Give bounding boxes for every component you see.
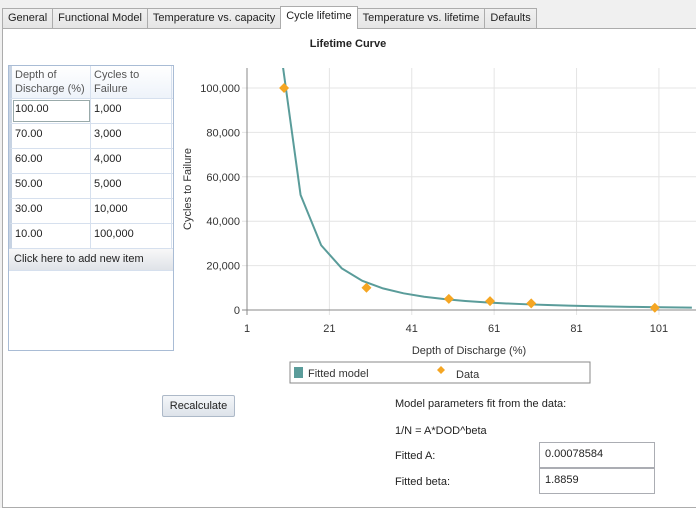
tab-bar: General Functional Model Temperature vs.… bbox=[2, 6, 537, 29]
chart-title: Lifetime Curve bbox=[309, 38, 387, 50]
y-tick-label: 0 bbox=[234, 305, 240, 317]
y-tick-label: 80,000 bbox=[206, 127, 240, 139]
data-point bbox=[649, 302, 660, 313]
grid-header: Depth of Discharge (%) Cycles to Failure bbox=[9, 66, 173, 99]
add-new-item-row[interactable]: Click here to add new item bbox=[9, 249, 173, 271]
dod-cell[interactable]: 50.00 bbox=[12, 174, 91, 198]
dod-cell[interactable]: 10.00 bbox=[12, 224, 91, 248]
data-point bbox=[279, 82, 290, 93]
legend-data-diamond-icon bbox=[437, 366, 445, 374]
cycles-cell[interactable]: 3,000 bbox=[91, 124, 172, 148]
data-grid: Depth of Discharge (%) Cycles to Failure… bbox=[8, 65, 174, 351]
x-tick-label: 1 bbox=[244, 323, 250, 335]
recalculate-button[interactable]: Recalculate bbox=[162, 395, 235, 417]
fitted-model-line bbox=[282, 68, 692, 309]
column-header-cycles[interactable]: Cycles to Failure bbox=[91, 66, 172, 98]
x-tick-label: 21 bbox=[323, 323, 335, 335]
dod-cell[interactable]: 100.00 bbox=[12, 99, 91, 123]
cycles-cell[interactable]: 100,000 bbox=[91, 224, 172, 248]
dod-cell[interactable]: 60.00 bbox=[12, 149, 91, 173]
x-tick-label: 101 bbox=[650, 323, 668, 335]
fitted-beta-label: Fitted beta: bbox=[395, 476, 451, 488]
fitted-beta-field[interactable]: 1.8859 bbox=[539, 468, 655, 494]
x-tick-label: 41 bbox=[406, 323, 418, 335]
data-point bbox=[443, 293, 454, 304]
tab-temperature-vs-capacity[interactable]: Temperature vs. capacity bbox=[146, 8, 281, 29]
model-equation: 1/N = A*DOD^beta bbox=[395, 425, 487, 437]
y-axis-label: Cycles to Failure bbox=[182, 148, 194, 230]
y-tick-label: 20,000 bbox=[206, 261, 240, 273]
tab-temperature-vs-lifetime[interactable]: Temperature vs. lifetime bbox=[357, 8, 485, 29]
y-tick-label: 100,000 bbox=[200, 83, 240, 95]
cycles-cell[interactable]: 1,000 bbox=[91, 99, 172, 123]
table-row[interactable]: 70.00 3,000 bbox=[9, 124, 173, 149]
tab-cycle-lifetime[interactable]: Cycle lifetime bbox=[280, 6, 358, 29]
dod-cell[interactable]: 70.00 bbox=[12, 124, 91, 148]
column-header-dod[interactable]: Depth of Discharge (%) bbox=[12, 66, 91, 98]
table-row[interactable]: 50.00 5,000 bbox=[9, 174, 173, 199]
table-row[interactable]: 60.00 4,000 bbox=[9, 149, 173, 174]
y-tick-label: 40,000 bbox=[206, 216, 240, 228]
fitted-a-label: Fitted A: bbox=[395, 450, 436, 462]
model-heading: Model parameters fit from the data: bbox=[395, 398, 567, 410]
lifetime-chart: 1 21 41 61 81 101 0 20,000 40,000 60,000 80,000 100… bbox=[182, 68, 696, 384]
table-row[interactable]: 10.00 100,000 bbox=[9, 224, 173, 249]
y-tick-label: 60,000 bbox=[206, 172, 240, 184]
dod-cell[interactable]: 30.00 bbox=[12, 199, 91, 223]
data-point bbox=[526, 298, 537, 309]
table-row[interactable]: 100.00 1,000 bbox=[9, 99, 173, 124]
legend-fitted-label: Fitted model bbox=[308, 368, 369, 380]
cycles-cell[interactable]: 10,000 bbox=[91, 199, 172, 223]
x-tick-label: 61 bbox=[488, 323, 500, 335]
data-point bbox=[361, 282, 372, 293]
cycles-cell[interactable]: 5,000 bbox=[91, 174, 172, 198]
tab-defaults[interactable]: Defaults bbox=[484, 8, 537, 29]
fitted-a-field[interactable]: 0.00078584 bbox=[539, 442, 655, 468]
x-tick-label: 81 bbox=[570, 323, 582, 335]
x-axis-label: Depth of Discharge (%) bbox=[412, 345, 526, 357]
legend-data-label: Data bbox=[456, 369, 480, 381]
table-row[interactable]: 30.00 10,000 bbox=[9, 199, 173, 224]
legend-fitted-swatch bbox=[294, 367, 303, 378]
data-point bbox=[485, 296, 496, 307]
cycles-cell[interactable]: 4,000 bbox=[91, 149, 172, 173]
